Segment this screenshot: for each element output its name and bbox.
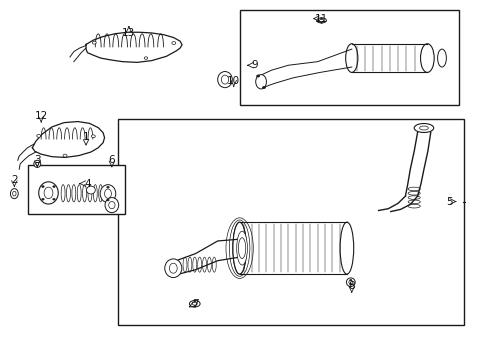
Bar (27, 165, 125, 214)
Ellipse shape (13, 191, 16, 196)
Ellipse shape (316, 18, 326, 23)
Ellipse shape (262, 86, 265, 89)
Text: 1: 1 (82, 132, 89, 142)
Ellipse shape (348, 280, 352, 284)
Ellipse shape (104, 189, 111, 198)
Text: 12: 12 (35, 111, 48, 121)
Ellipse shape (106, 186, 109, 188)
Ellipse shape (339, 222, 353, 274)
Ellipse shape (221, 75, 228, 84)
Ellipse shape (346, 278, 354, 287)
Text: 10: 10 (227, 76, 240, 86)
Text: 4: 4 (84, 179, 91, 189)
Text: 8: 8 (348, 281, 354, 291)
Ellipse shape (10, 189, 18, 199)
Ellipse shape (256, 75, 259, 77)
Text: 11: 11 (314, 14, 327, 24)
Text: 6: 6 (108, 155, 115, 165)
Ellipse shape (238, 238, 245, 258)
Ellipse shape (169, 263, 177, 273)
Ellipse shape (419, 126, 427, 130)
Ellipse shape (92, 41, 96, 44)
Ellipse shape (437, 49, 446, 67)
Ellipse shape (100, 185, 116, 203)
Ellipse shape (164, 259, 182, 278)
Ellipse shape (345, 44, 357, 72)
Bar (239, 10, 458, 105)
Ellipse shape (91, 135, 95, 138)
Ellipse shape (44, 187, 53, 199)
Ellipse shape (86, 186, 95, 194)
Ellipse shape (41, 198, 44, 200)
Ellipse shape (144, 57, 147, 59)
Ellipse shape (217, 72, 232, 87)
Ellipse shape (189, 301, 200, 307)
Ellipse shape (34, 160, 41, 167)
Ellipse shape (53, 186, 55, 188)
Ellipse shape (192, 302, 197, 305)
Text: 2: 2 (11, 175, 18, 185)
Ellipse shape (106, 199, 109, 201)
Ellipse shape (420, 44, 433, 72)
Ellipse shape (53, 198, 55, 200)
Ellipse shape (63, 154, 67, 157)
Ellipse shape (108, 202, 115, 209)
Ellipse shape (171, 41, 175, 44)
Text: 5: 5 (445, 197, 452, 207)
Ellipse shape (36, 162, 39, 166)
Ellipse shape (232, 222, 246, 274)
Text: 13: 13 (122, 28, 135, 38)
Ellipse shape (37, 134, 41, 137)
Bar (118, 119, 463, 325)
Ellipse shape (193, 306, 195, 307)
Ellipse shape (413, 123, 433, 132)
Text: 9: 9 (250, 60, 257, 70)
Ellipse shape (320, 18, 322, 19)
Text: 7: 7 (192, 299, 199, 309)
Ellipse shape (319, 19, 323, 22)
Ellipse shape (39, 182, 58, 204)
Text: 3: 3 (34, 155, 41, 165)
Ellipse shape (105, 198, 119, 213)
Ellipse shape (193, 301, 195, 302)
Ellipse shape (41, 186, 44, 188)
Ellipse shape (349, 284, 351, 285)
Ellipse shape (320, 22, 322, 23)
Ellipse shape (255, 75, 266, 89)
Ellipse shape (236, 231, 247, 265)
Ellipse shape (349, 279, 351, 281)
